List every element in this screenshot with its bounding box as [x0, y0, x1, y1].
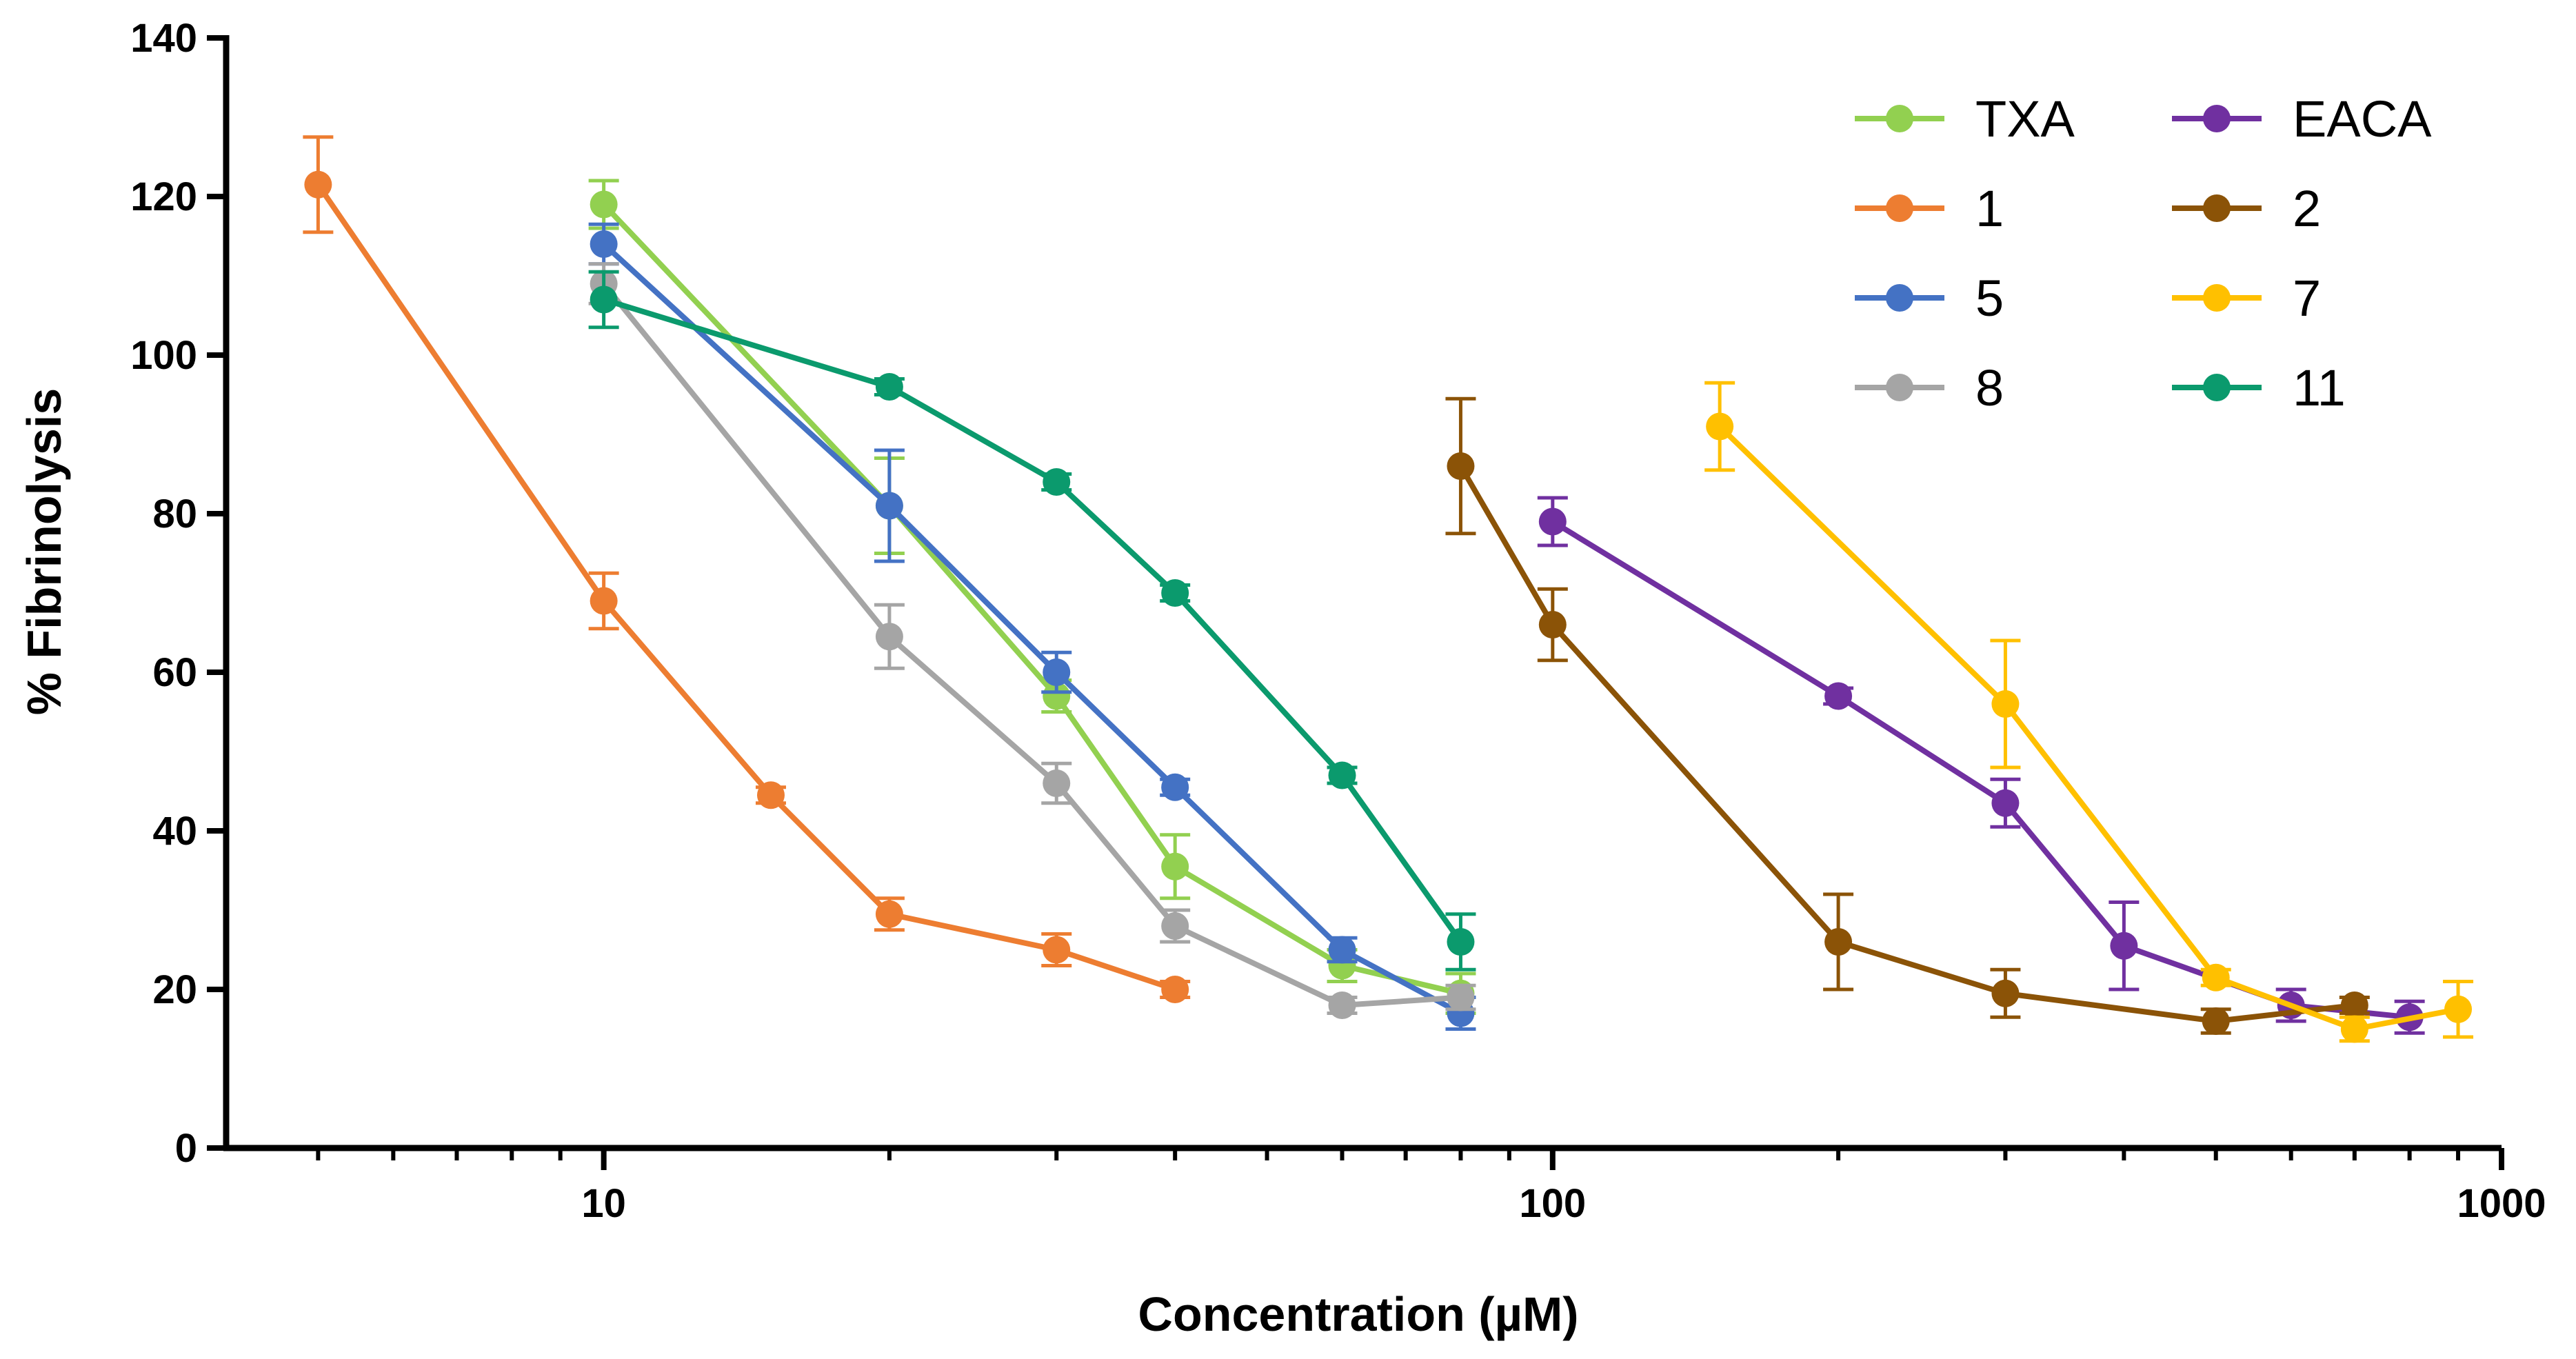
- series-2: [1445, 399, 2369, 1035]
- legend-marker: [2203, 374, 2231, 401]
- legend-marker: [1886, 284, 1913, 312]
- x-tick-label: 1000: [2457, 1181, 2546, 1226]
- data-point: [1824, 928, 1852, 956]
- data-point: [1447, 452, 1474, 480]
- series-eaca: [1538, 498, 2425, 1033]
- data-point: [1161, 774, 1189, 801]
- data-point: [304, 171, 332, 199]
- data-point: [876, 623, 903, 650]
- legend-label: 5: [1975, 270, 2004, 327]
- chart-root: 0 20 40 60 80 100 120 140 10 100 1000 TXA 1 5 8 EACA 2 7…: [0, 0, 2576, 1359]
- series-txa: [589, 181, 1476, 1014]
- data-point: [2341, 991, 2368, 1019]
- legend-item-txa: TXA: [1855, 90, 2075, 148]
- data-point: [1043, 769, 1070, 797]
- legend-marker: [2203, 284, 2231, 312]
- data-point: [590, 587, 618, 615]
- data-point: [1161, 912, 1189, 940]
- series-5: [589, 224, 1476, 1029]
- series-line: [318, 185, 1175, 989]
- x-tick-label: 100: [1519, 1181, 1586, 1226]
- y-axis-title: % Fibrinolysis: [17, 388, 71, 716]
- series-layer: [303, 137, 2473, 1043]
- data-point: [876, 373, 903, 401]
- data-point: [1824, 683, 1852, 710]
- data-point: [1991, 980, 2019, 1007]
- y-tick-label: 60: [152, 650, 197, 695]
- data-point: [1706, 413, 1733, 441]
- data-point: [1043, 468, 1070, 496]
- y-tick-label: 120: [130, 174, 197, 219]
- legend-label: 1: [1975, 180, 2004, 237]
- data-point: [1329, 936, 1356, 964]
- legend-label: 11: [2293, 359, 2346, 416]
- y-tick-label: 20: [152, 967, 197, 1012]
- x-tick-label: 10: [581, 1181, 626, 1226]
- series-1: [303, 137, 1190, 1003]
- data-point: [1329, 991, 1356, 1019]
- data-point: [2444, 996, 2472, 1023]
- data-point: [1043, 936, 1070, 964]
- legend-marker: [2203, 194, 2231, 222]
- legend: TXA 1 5 8 EACA 2 7 11: [1855, 90, 2432, 416]
- chart-svg: 0 20 40 60 80 100 120 140 10 100 1000 TXA 1 5 8 EACA 2 7…: [0, 0, 2576, 1359]
- series-7: [1704, 383, 2473, 1043]
- series-line: [604, 244, 1461, 1014]
- data-point: [1991, 690, 2019, 718]
- data-point: [2202, 964, 2230, 991]
- y-tick-label: 40: [152, 809, 197, 854]
- data-point: [1539, 611, 1567, 638]
- data-point: [590, 230, 618, 258]
- legend-item-5: 5: [1855, 270, 2004, 327]
- legend-label: 8: [1975, 359, 2004, 416]
- data-point: [1447, 928, 1474, 956]
- data-point: [1329, 762, 1356, 789]
- data-point: [1043, 658, 1070, 686]
- legend-marker: [1886, 194, 1913, 222]
- legend-marker: [2203, 105, 2231, 132]
- data-point: [2202, 1007, 2230, 1035]
- y-tick-label: 100: [130, 333, 197, 378]
- data-point: [2341, 1016, 2368, 1043]
- data-point: [1447, 984, 1474, 1011]
- legend-item-2: 2: [2172, 180, 2321, 237]
- legend-item-8: 8: [1855, 359, 2004, 416]
- legend-label: 2: [2293, 180, 2321, 237]
- data-point: [876, 900, 903, 928]
- legend-item-11: 11: [2172, 359, 2346, 416]
- data-point: [590, 286, 618, 314]
- x-axis-title: Concentration (µM): [1138, 1287, 1578, 1341]
- legend-item-1: 1: [1855, 180, 2004, 237]
- data-point: [1991, 789, 2019, 817]
- data-point: [2110, 932, 2137, 960]
- data-point: [1161, 579, 1189, 607]
- y-tick-label: 0: [175, 1126, 197, 1171]
- legend-marker: [1886, 105, 1913, 132]
- legend-marker: [1886, 374, 1913, 401]
- legend-item-7: 7: [2172, 270, 2321, 327]
- data-point: [757, 781, 785, 809]
- y-tick-label: 80: [152, 492, 197, 536]
- legend-label: EACA: [2293, 90, 2432, 148]
- legend-label: TXA: [1975, 90, 2075, 148]
- series-line: [604, 300, 1461, 943]
- legend-item-eaca: EACA: [2172, 90, 2432, 148]
- data-point: [876, 492, 903, 520]
- data-point: [1539, 508, 1567, 536]
- legend-label: 7: [2293, 270, 2321, 327]
- data-point: [590, 191, 618, 219]
- axes: 0 20 40 60 80 100 120 140 10 100 1000: [130, 16, 2546, 1226]
- data-point: [1161, 853, 1189, 880]
- series-line: [604, 205, 1461, 994]
- y-tick-label: 140: [130, 16, 197, 61]
- data-point: [1161, 976, 1189, 1003]
- series-8: [589, 264, 1476, 1019]
- series-11: [589, 272, 1476, 969]
